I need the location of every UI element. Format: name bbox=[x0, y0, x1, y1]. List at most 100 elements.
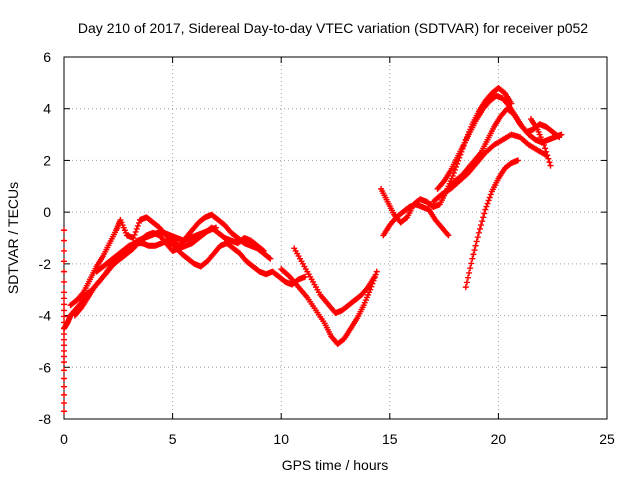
data-point bbox=[302, 273, 309, 280]
data-point bbox=[132, 228, 139, 235]
data-point bbox=[545, 155, 552, 162]
data-point bbox=[61, 227, 67, 234]
data-point bbox=[482, 206, 489, 213]
data-point bbox=[444, 231, 451, 238]
data-point bbox=[131, 231, 138, 238]
data-point bbox=[61, 307, 67, 314]
data-point bbox=[61, 325, 67, 332]
data-point bbox=[484, 200, 491, 207]
data-point bbox=[542, 145, 549, 152]
data-point bbox=[61, 331, 67, 338]
data-point bbox=[440, 179, 447, 186]
data-point bbox=[483, 203, 490, 210]
data-point bbox=[462, 284, 469, 291]
x-tick-label: 5 bbox=[169, 431, 177, 447]
data-point bbox=[467, 265, 474, 272]
data-point bbox=[471, 247, 478, 254]
data-point bbox=[130, 235, 137, 241]
axes: 0 5 10 15 20 25 -8 -6 -4 -2 0 2 4 6 bbox=[39, 49, 615, 447]
data-point bbox=[135, 219, 142, 226]
data-point bbox=[61, 375, 67, 382]
data-point bbox=[61, 336, 67, 343]
series-track-f bbox=[291, 245, 378, 316]
data-point bbox=[61, 353, 67, 360]
data-point bbox=[403, 215, 410, 222]
data-point bbox=[468, 260, 475, 267]
data-point bbox=[373, 268, 380, 275]
data-point bbox=[371, 273, 378, 280]
data-point bbox=[486, 194, 493, 201]
data-point bbox=[61, 258, 67, 265]
data-point bbox=[61, 391, 67, 398]
data-point bbox=[61, 295, 67, 302]
data-point bbox=[61, 313, 67, 320]
data-point bbox=[61, 247, 67, 254]
x-axis-label: GPS time / hours bbox=[282, 457, 389, 473]
data-point bbox=[544, 152, 551, 159]
data-point bbox=[267, 255, 274, 262]
series-track-b bbox=[67, 211, 274, 309]
data-point bbox=[476, 225, 483, 232]
series-outliers bbox=[61, 227, 67, 415]
data-point bbox=[469, 255, 476, 262]
data-points bbox=[61, 85, 565, 415]
series-track-l bbox=[462, 157, 521, 291]
data-point bbox=[480, 214, 487, 221]
data-point bbox=[481, 210, 488, 217]
y-tick-label: -2 bbox=[39, 256, 52, 272]
data-point bbox=[61, 301, 67, 308]
data-point bbox=[543, 148, 550, 155]
y-tick-label: -4 bbox=[39, 308, 52, 324]
data-point bbox=[61, 289, 67, 296]
x-tick-label: 20 bbox=[491, 431, 507, 447]
chart-title: Day 210 of 2017, Sidereal Day-to-day VTE… bbox=[78, 20, 588, 36]
data-point bbox=[478, 222, 485, 229]
x-tick-label: 0 bbox=[60, 431, 68, 447]
data-point bbox=[61, 359, 67, 366]
data-point bbox=[487, 191, 494, 198]
series-track-h bbox=[378, 85, 515, 226]
series-track-m bbox=[527, 116, 554, 169]
series-track-c bbox=[93, 237, 309, 288]
data-point bbox=[61, 268, 67, 275]
y-tick-label: -6 bbox=[39, 359, 52, 375]
data-point bbox=[61, 278, 67, 285]
data-point bbox=[463, 279, 470, 286]
data-point bbox=[464, 274, 471, 281]
data-point bbox=[473, 238, 480, 245]
data-point bbox=[134, 222, 141, 229]
data-point bbox=[541, 141, 548, 148]
y-tick-label: 2 bbox=[43, 152, 51, 168]
y-axis-label: SDTVAR / TECUs bbox=[5, 182, 21, 294]
data-point bbox=[449, 172, 456, 179]
data-point bbox=[485, 197, 492, 204]
data-point bbox=[363, 285, 370, 292]
data-point bbox=[61, 319, 67, 326]
data-point bbox=[61, 347, 67, 354]
data-point bbox=[474, 234, 481, 241]
data-point bbox=[61, 367, 67, 374]
data-point bbox=[61, 408, 67, 415]
y-tick-label: 6 bbox=[43, 49, 51, 65]
series-track-e bbox=[278, 266, 380, 348]
data-point bbox=[475, 229, 482, 236]
data-point bbox=[514, 157, 521, 164]
data-point bbox=[556, 134, 563, 141]
data-point bbox=[260, 247, 267, 254]
data-point bbox=[445, 232, 452, 239]
data-point bbox=[61, 383, 67, 390]
data-point bbox=[77, 306, 84, 313]
data-point bbox=[259, 247, 266, 254]
y-tick-label: -8 bbox=[39, 411, 52, 427]
data-point bbox=[79, 290, 86, 297]
data-point bbox=[451, 166, 458, 173]
data-point bbox=[61, 400, 67, 407]
series-track-k bbox=[430, 131, 550, 205]
data-point bbox=[61, 342, 67, 349]
data-point bbox=[466, 269, 473, 276]
data-point bbox=[472, 242, 479, 249]
data-point bbox=[61, 237, 67, 244]
data-point bbox=[133, 225, 140, 232]
x-tick-label: 15 bbox=[382, 431, 398, 447]
